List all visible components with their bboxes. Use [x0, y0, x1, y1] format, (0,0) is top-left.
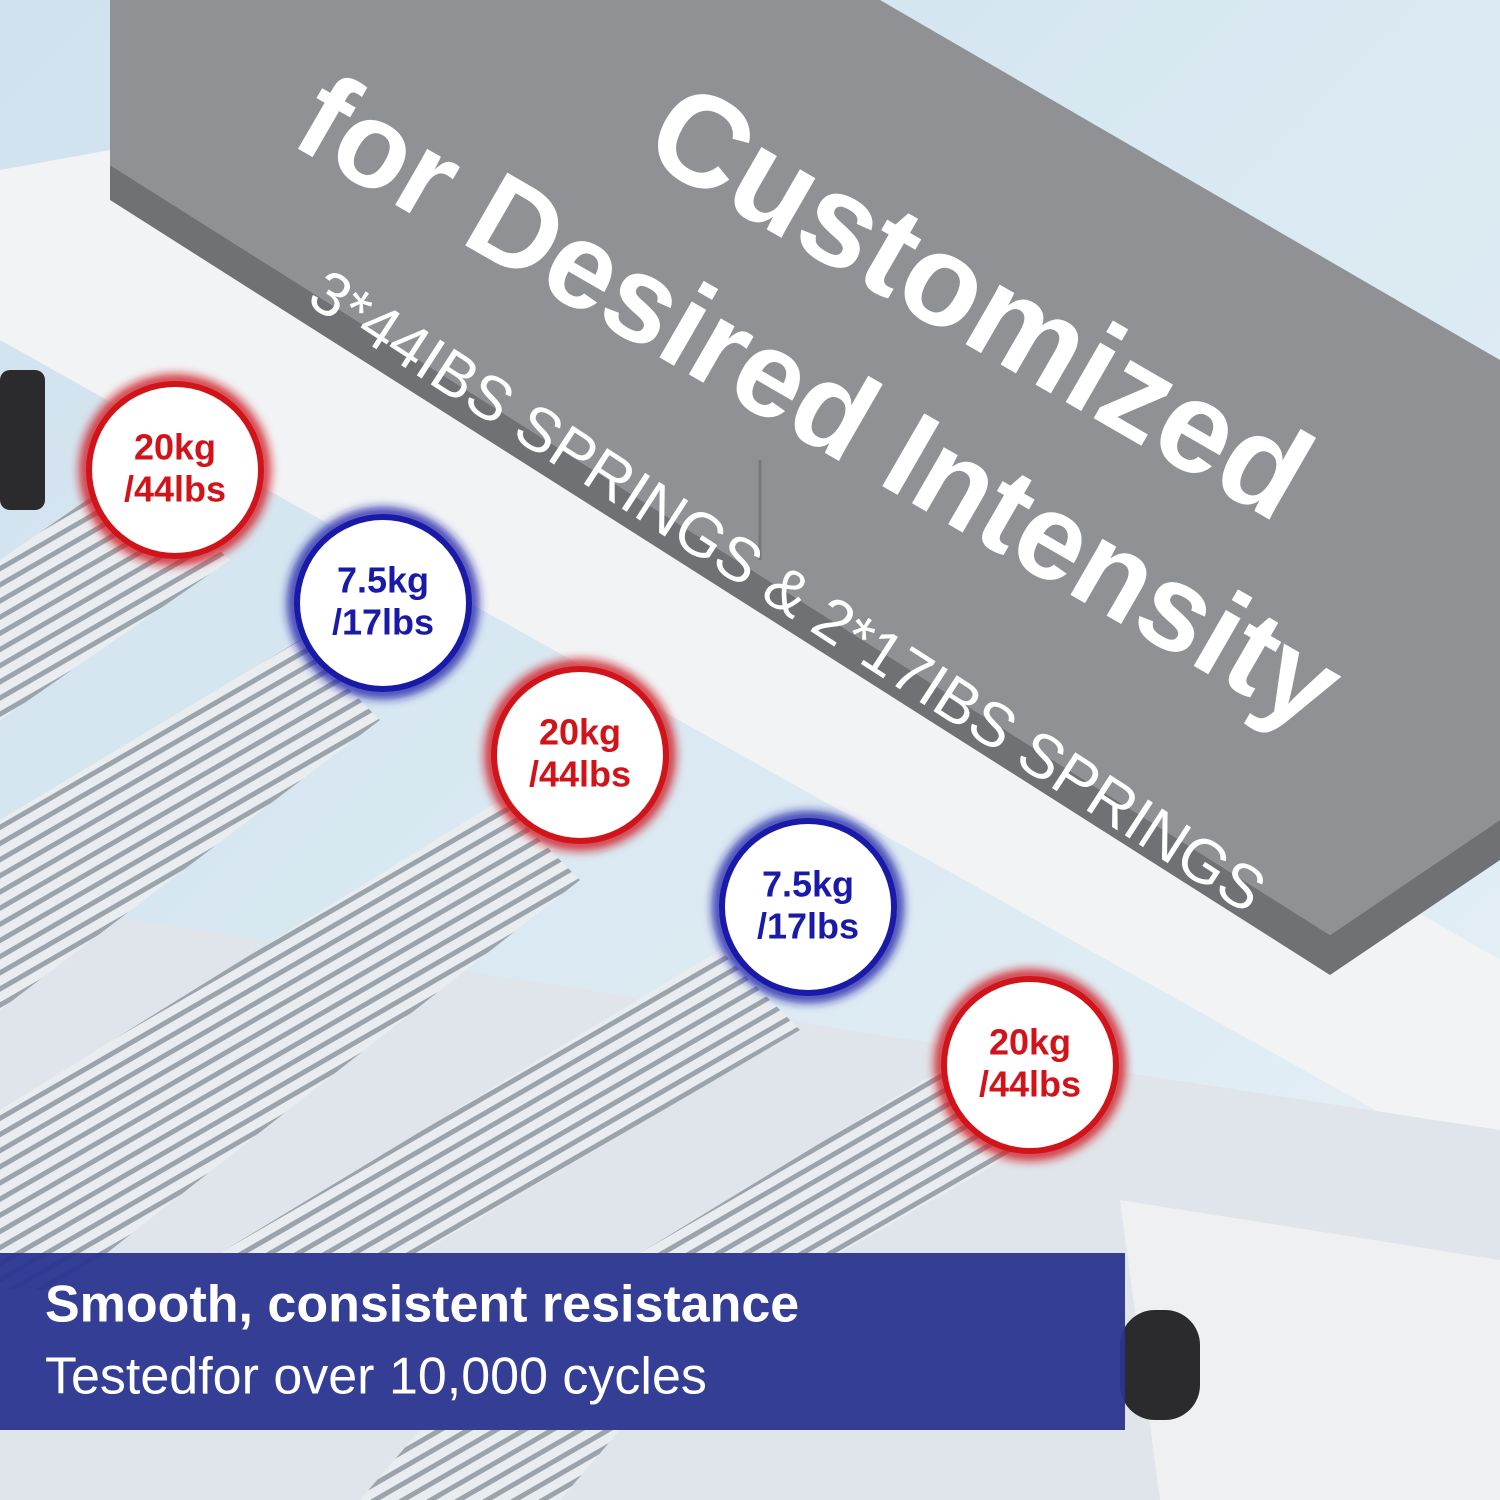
badge-weight: 7.5kg [762, 864, 854, 905]
badge-circle [491, 666, 669, 844]
banner-subtitle: Testedfor over 10,000 cycles [45, 1348, 707, 1406]
badge-circle [719, 818, 897, 996]
badge: 7.5kg/17lbs [713, 812, 903, 1002]
badges: 20kg/44lbs7.5kg/17lbs20kg/44lbs7.5kg/17l… [80, 375, 1125, 1160]
badge-glow [935, 970, 1125, 1160]
badge: 20kg/44lbs [935, 970, 1125, 1160]
badge: 20kg/44lbs [485, 660, 675, 850]
badge-pounds: /17lbs [332, 602, 434, 643]
badge-circle [294, 514, 472, 692]
badge-circle [86, 381, 264, 559]
badge-pounds: /17lbs [757, 906, 859, 947]
badge-weight: 20kg [134, 427, 216, 468]
badge-glow [80, 375, 270, 565]
badge-weight: 20kg [989, 1022, 1071, 1063]
banner-background [0, 1253, 1125, 1430]
badge-pounds: /44lbs [979, 1064, 1081, 1105]
badge-pounds: /44lbs [124, 469, 226, 510]
banner-title: Smooth, consistent resistance [45, 1276, 799, 1334]
badge-glow [485, 660, 675, 850]
badge-weight: 7.5kg [337, 560, 429, 601]
badge-glow [713, 812, 903, 1002]
badge-weight: 20kg [539, 712, 621, 753]
badge: 20kg/44lbs [80, 375, 270, 565]
badge-circle [941, 976, 1119, 1154]
badge-glow [288, 508, 478, 698]
bench [110, 0, 1500, 975]
banner: Smooth, consistent resistance Testedfor … [0, 1253, 1125, 1430]
badge: 7.5kg/17lbs [288, 508, 478, 698]
badge-pounds: /44lbs [529, 754, 631, 795]
